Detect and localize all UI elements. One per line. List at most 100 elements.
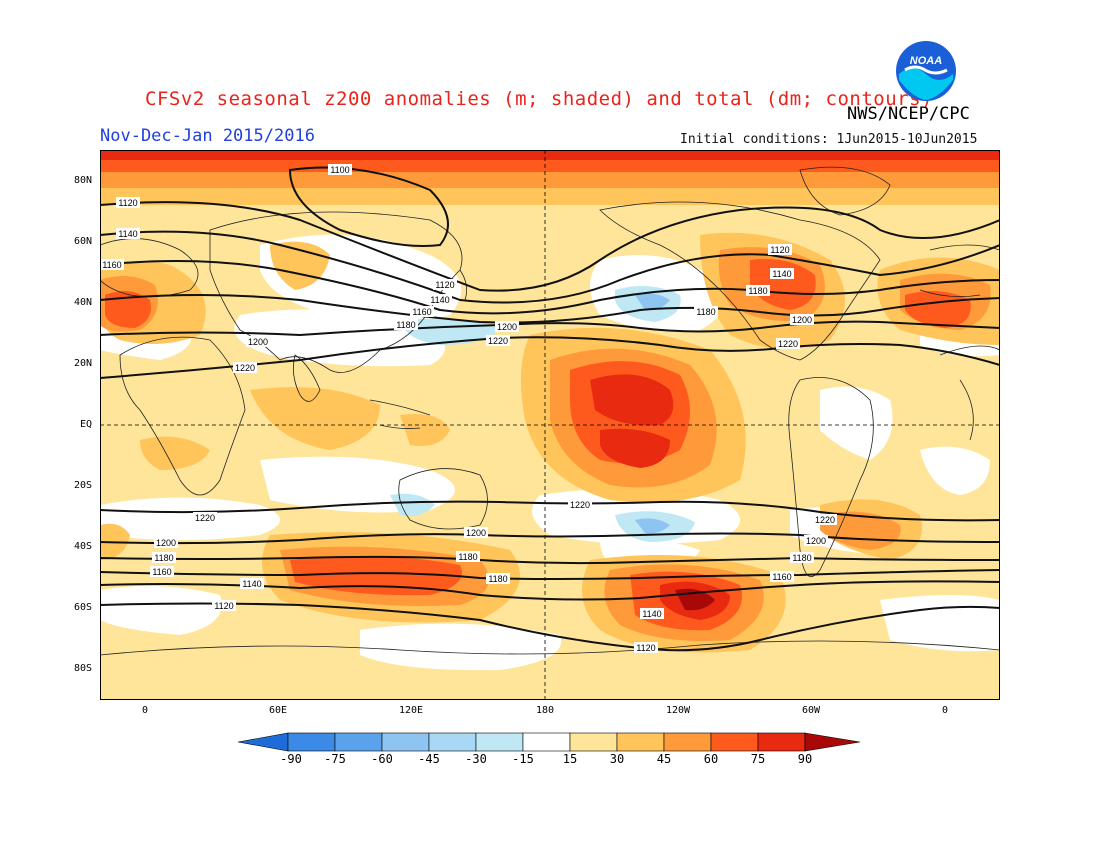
contour-1200-south bbox=[100, 532, 1000, 545]
colorbar-low-arrow bbox=[238, 732, 289, 752]
colorbar-swatch bbox=[710, 732, 759, 752]
contour-label: 1200 bbox=[464, 527, 488, 538]
lat-label: 20N bbox=[73, 358, 92, 369]
svg-text:1120: 1120 bbox=[636, 643, 655, 653]
lon-label: 120W bbox=[665, 705, 691, 716]
contour-label: 1140 bbox=[116, 228, 140, 239]
contour-label: 1100 bbox=[328, 164, 352, 175]
svg-text:1200: 1200 bbox=[792, 315, 812, 325]
contour-label: 1180 bbox=[746, 285, 770, 296]
colorbar-swatch bbox=[522, 732, 571, 752]
svg-text:1220: 1220 bbox=[235, 363, 255, 373]
contour-label: 1200 bbox=[804, 535, 828, 546]
contour-label: 1200 bbox=[495, 321, 519, 332]
colorbar-label: -15 bbox=[512, 752, 534, 766]
lat-label: 60N bbox=[73, 236, 92, 247]
colorbar-swatch bbox=[757, 732, 806, 752]
svg-text:1220: 1220 bbox=[815, 515, 835, 525]
anomaly-map: 1100 1120 1120 1120 1140 1140 1140 1160 … bbox=[100, 150, 1000, 700]
svg-text:1180: 1180 bbox=[458, 552, 477, 562]
contour-label: 1180 bbox=[694, 306, 718, 317]
contour-label: 1220 bbox=[233, 362, 257, 373]
contour-label: 1180 bbox=[790, 552, 814, 563]
height-contours bbox=[100, 166, 1000, 652]
colorbar-swatch bbox=[475, 732, 524, 752]
map-border bbox=[100, 150, 1000, 700]
svg-text:1180: 1180 bbox=[488, 574, 507, 584]
noaa-logo-icon: NOAA bbox=[896, 41, 956, 101]
colorbar-label: 75 bbox=[750, 752, 766, 766]
contour-1160-south bbox=[100, 569, 1000, 580]
colorbar-swatch bbox=[428, 732, 477, 752]
colorbar bbox=[238, 732, 861, 752]
contour-label: 1140 bbox=[240, 578, 264, 589]
svg-text:1140: 1140 bbox=[772, 269, 791, 279]
contour-label-group: 1100 1120 1120 1120 1140 1140 1140 1160 … bbox=[100, 164, 837, 653]
svg-text:1160: 1160 bbox=[102, 260, 121, 270]
lon-label: 120E bbox=[398, 705, 424, 716]
colorbar-swatch bbox=[381, 732, 430, 752]
contour-1220 bbox=[100, 336, 1000, 379]
svg-text:1180: 1180 bbox=[154, 553, 173, 563]
colorbar-swatch bbox=[569, 732, 618, 752]
colorbar-label: -75 bbox=[324, 752, 346, 766]
contour-label: 1180 bbox=[486, 573, 510, 584]
contour-label: 1120 bbox=[116, 197, 140, 208]
contour-1180 bbox=[100, 294, 1000, 324]
lat-label: 40S bbox=[73, 541, 92, 552]
lat-label: 80N bbox=[73, 175, 92, 186]
svg-text:1200: 1200 bbox=[156, 538, 176, 548]
contour-label: 1200 bbox=[246, 336, 270, 347]
anomaly-75-90-regions bbox=[100, 150, 1000, 620]
contour-label: 1200 bbox=[154, 537, 178, 548]
contour-1120-south bbox=[100, 602, 1000, 652]
contour-label: 1140 bbox=[770, 268, 794, 279]
colorbar-swatch bbox=[287, 732, 336, 752]
svg-text:1140: 1140 bbox=[118, 229, 137, 239]
svg-text:1140: 1140 bbox=[242, 579, 261, 589]
svg-text:1180: 1180 bbox=[696, 307, 715, 317]
contour-label: 1160 bbox=[100, 259, 124, 270]
contour-label: 1180 bbox=[456, 551, 480, 562]
svg-text:1160: 1160 bbox=[772, 572, 791, 582]
lat-label: 80S bbox=[73, 663, 92, 674]
contour-label: 1140 bbox=[640, 608, 664, 619]
svg-text:1220: 1220 bbox=[195, 513, 215, 523]
contour-label: 1220 bbox=[568, 499, 592, 510]
colorbar-label: -30 bbox=[465, 752, 487, 766]
logo-gull bbox=[904, 65, 948, 75]
svg-text:1140: 1140 bbox=[642, 609, 661, 619]
colorbar-label: 60 bbox=[703, 752, 719, 766]
colorbar-label: 30 bbox=[609, 752, 625, 766]
colorbar-label: 15 bbox=[562, 752, 578, 766]
svg-text:1220: 1220 bbox=[570, 500, 590, 510]
svg-text:1120: 1120 bbox=[770, 245, 789, 255]
contour-label: 1120 bbox=[433, 279, 457, 290]
contour-label: 1120 bbox=[634, 642, 658, 653]
contour-label: 1160 bbox=[770, 571, 794, 582]
contour-label: 1160 bbox=[410, 306, 434, 317]
lat-label: 40N bbox=[73, 297, 92, 308]
lon-label: 60E bbox=[268, 705, 288, 716]
anomaly-negative-core bbox=[635, 518, 670, 534]
lon-label: 0 bbox=[941, 705, 949, 716]
contour-label: 1180 bbox=[152, 552, 176, 563]
contour-1140-south bbox=[100, 580, 1000, 601]
chart-title: CFSv2 seasonal z200 anomalies (m; shaded… bbox=[145, 88, 933, 110]
contour-1180-south bbox=[100, 555, 1000, 565]
contour-label: 1120 bbox=[768, 244, 792, 255]
logo-text: NOAA bbox=[910, 55, 942, 67]
agency-label: NWS/NCEP/CPC bbox=[847, 104, 970, 124]
initial-conditions-label: Initial conditions: 1Jun2015-10Jun2015 bbox=[680, 132, 978, 147]
contour-label: 1140 bbox=[428, 294, 452, 305]
contour-label: 1160 bbox=[150, 566, 174, 577]
contour-1140 bbox=[100, 230, 1000, 304]
contour-label: 1180 bbox=[394, 319, 418, 330]
svg-text:1120: 1120 bbox=[118, 198, 137, 208]
svg-text:1200: 1200 bbox=[806, 536, 826, 546]
svg-text:1200: 1200 bbox=[248, 337, 268, 347]
svg-text:1180: 1180 bbox=[792, 553, 811, 563]
contour-label: 1220 bbox=[193, 512, 217, 523]
colorbar-swatch bbox=[616, 732, 665, 752]
colorbar-label: 45 bbox=[656, 752, 672, 766]
